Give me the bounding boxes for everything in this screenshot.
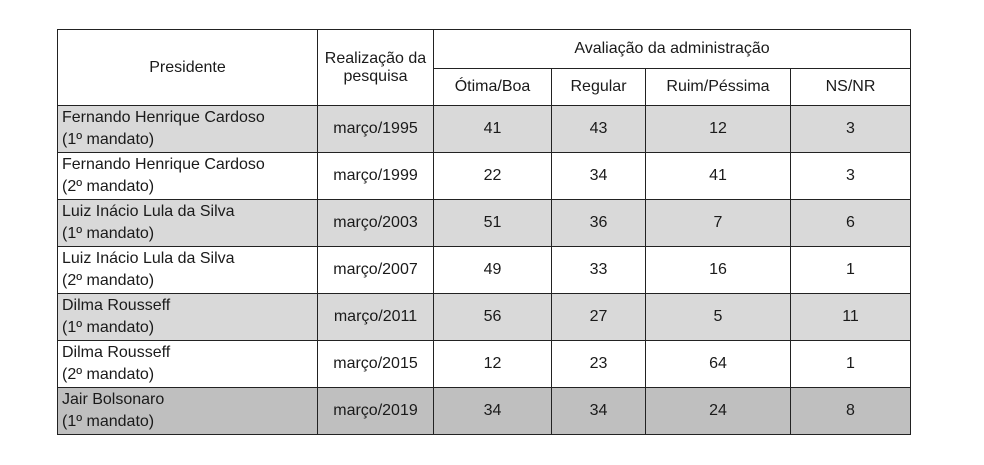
cell-survey-date: março/2011: [317, 293, 434, 341]
cell-regular: 34: [551, 387, 646, 435]
president-name: Luiz Inácio Lula da Silva: [62, 203, 235, 220]
president-name: Jair Bolsonaro: [62, 391, 165, 408]
cell-ruim-pessima: 5: [645, 293, 791, 341]
cell-president: Dilma Rousseff (1º mandato): [57, 293, 318, 341]
cell-regular: 34: [551, 152, 646, 200]
cell-ns-nr: 11: [790, 293, 911, 341]
cell-otima-boa: 12: [433, 340, 552, 388]
cell-ns-nr: 1: [790, 246, 911, 294]
president-name: Fernando Henrique Cardoso: [62, 156, 265, 173]
cell-regular: 23: [551, 340, 646, 388]
cell-ruim-pessima: 64: [645, 340, 791, 388]
cell-ns-nr: 6: [790, 199, 911, 247]
president-term: (1º mandato): [62, 319, 155, 336]
cell-survey-date: março/2019: [317, 387, 434, 435]
cell-otima-boa: 41: [433, 105, 552, 153]
header-evaluation-group: Avaliação da administração: [433, 29, 911, 69]
cell-president: Luiz Inácio Lula da Silva (2º mandato): [57, 246, 318, 294]
president-term: (1º mandato): [62, 413, 155, 430]
president-term: (1º mandato): [62, 225, 155, 242]
header-otima-boa: Ótima/Boa: [433, 68, 552, 106]
president-name: Dilma Rousseff: [62, 344, 171, 361]
cell-survey-date: março/2015: [317, 340, 434, 388]
cell-president: Fernando Henrique Cardoso (1º mandato): [57, 105, 318, 153]
cell-otima-boa: 22: [433, 152, 552, 200]
cell-otima-boa: 51: [433, 199, 552, 247]
header-ns-nr: NS/NR: [790, 68, 911, 106]
cell-president: Luiz Inácio Lula da Silva (1º mandato): [57, 199, 318, 247]
header-survey-date: Realização da pesquisa: [317, 29, 434, 106]
table-row: Jair Bolsonaro (1º mandato) março/2019 34 34…: [57, 387, 911, 435]
table-row: Fernando Henrique Cardoso (1º mandato) mar…: [57, 105, 911, 153]
president-term: (2º mandato): [62, 366, 155, 383]
cell-ruim-pessima: 12: [645, 105, 791, 153]
president-name: Luiz Inácio Lula da Silva: [62, 250, 235, 267]
president-term: (1º mandato): [62, 131, 155, 148]
header-president: Presidente: [57, 29, 318, 106]
cell-otima-boa: 56: [433, 293, 552, 341]
cell-ruim-pessima: 24: [645, 387, 791, 435]
cell-ns-nr: 3: [790, 105, 911, 153]
table-row: Luiz Inácio Lula da Silva (1º mandato) mar…: [57, 199, 911, 247]
president-name: Fernando Henrique Cardoso: [62, 109, 265, 126]
president-name: Dilma Rousseff: [62, 297, 171, 314]
table-row: Dilma Rousseff (2º mandato) março/2015 12 23…: [57, 340, 911, 388]
cell-survey-date: março/2007: [317, 246, 434, 294]
table-row: Luiz Inácio Lula da Silva (2º mandato) mar…: [57, 246, 911, 294]
president-term: (2º mandato): [62, 272, 155, 289]
header-regular: Regular: [551, 68, 646, 106]
cell-regular: 27: [551, 293, 646, 341]
cell-ns-nr: 1: [790, 340, 911, 388]
cell-otima-boa: 49: [433, 246, 552, 294]
cell-ruim-pessima: 16: [645, 246, 791, 294]
approval-table: Presidente Realização da pesquisa Avalia…: [57, 29, 911, 435]
cell-ns-nr: 3: [790, 152, 911, 200]
cell-otima-boa: 34: [433, 387, 552, 435]
cell-president: Fernando Henrique Cardoso (2º mandato): [57, 152, 318, 200]
table-row: Dilma Rousseff (1º mandato) março/2011 56 27…: [57, 293, 911, 341]
header-ruim-pessima: Ruim/Péssima: [645, 68, 791, 106]
cell-survey-date: março/1999: [317, 152, 434, 200]
cell-president: Dilma Rousseff (2º mandato): [57, 340, 318, 388]
cell-survey-date: março/1995: [317, 105, 434, 153]
president-term: (2º mandato): [62, 178, 155, 195]
cell-president: Jair Bolsonaro (1º mandato): [57, 387, 318, 435]
cell-ruim-pessima: 7: [645, 199, 791, 247]
cell-regular: 33: [551, 246, 646, 294]
table-row: Fernando Henrique Cardoso (2º mandato) mar…: [57, 152, 911, 200]
cell-regular: 43: [551, 105, 646, 153]
cell-ns-nr: 8: [790, 387, 911, 435]
cell-survey-date: março/2003: [317, 199, 434, 247]
cell-ruim-pessima: 41: [645, 152, 791, 200]
cell-regular: 36: [551, 199, 646, 247]
